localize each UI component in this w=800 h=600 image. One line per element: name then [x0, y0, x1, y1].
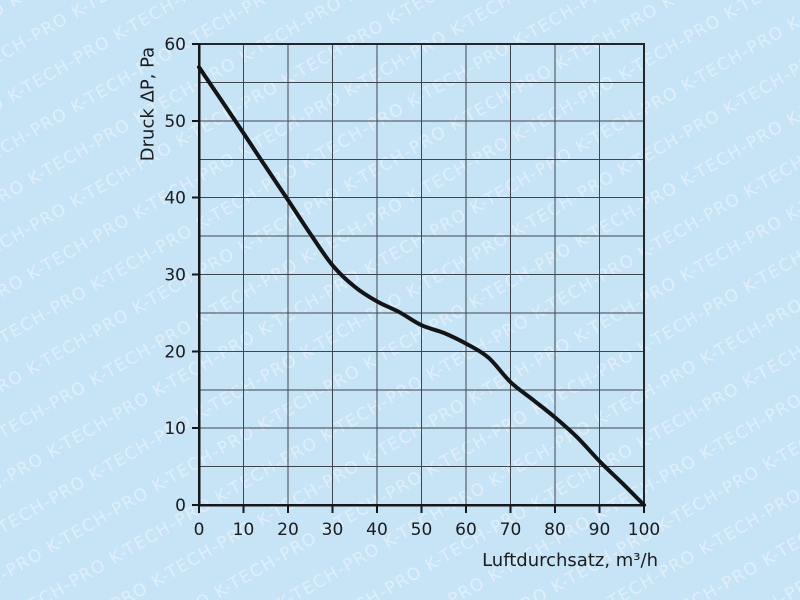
y-tick-label: 0	[175, 496, 186, 516]
pressure-drop-curve	[197, 65, 646, 507]
x-tick-label: 60	[455, 520, 477, 540]
x-tick-label: 30	[322, 520, 344, 540]
x-tick-label: 100	[628, 520, 660, 540]
y-axis-title: Druck ΔP, Pa	[137, 46, 159, 162]
x-tick-label: 0	[194, 520, 205, 540]
x-tick-label: 20	[277, 520, 299, 540]
y-tick-label: 30	[164, 266, 186, 286]
x-tick-label: 70	[500, 520, 522, 540]
x-axis-title: Luftdurchsatz, m³/h	[482, 550, 658, 571]
pressure-curve	[197, 65, 646, 507]
x-tick-label: 40	[366, 520, 388, 540]
x-tick-label: 90	[589, 520, 611, 540]
axis-ticks	[192, 43, 645, 513]
plot-frame	[197, 43, 645, 507]
x-tick-label: 80	[544, 520, 566, 540]
y-tick-label: 50	[164, 112, 186, 132]
y-tick-label: 60	[164, 35, 186, 55]
y-tick-label: 10	[164, 419, 186, 439]
y-tick-label: 40	[164, 189, 186, 209]
tick-labels: 0 10 20 30 40 50 60 70 80 90 100 0 10 20 30 40 50 60	[164, 35, 660, 540]
y-tick-label: 20	[164, 342, 186, 362]
x-tick-label: 10	[233, 520, 255, 540]
x-tick-label: 50	[411, 520, 433, 540]
